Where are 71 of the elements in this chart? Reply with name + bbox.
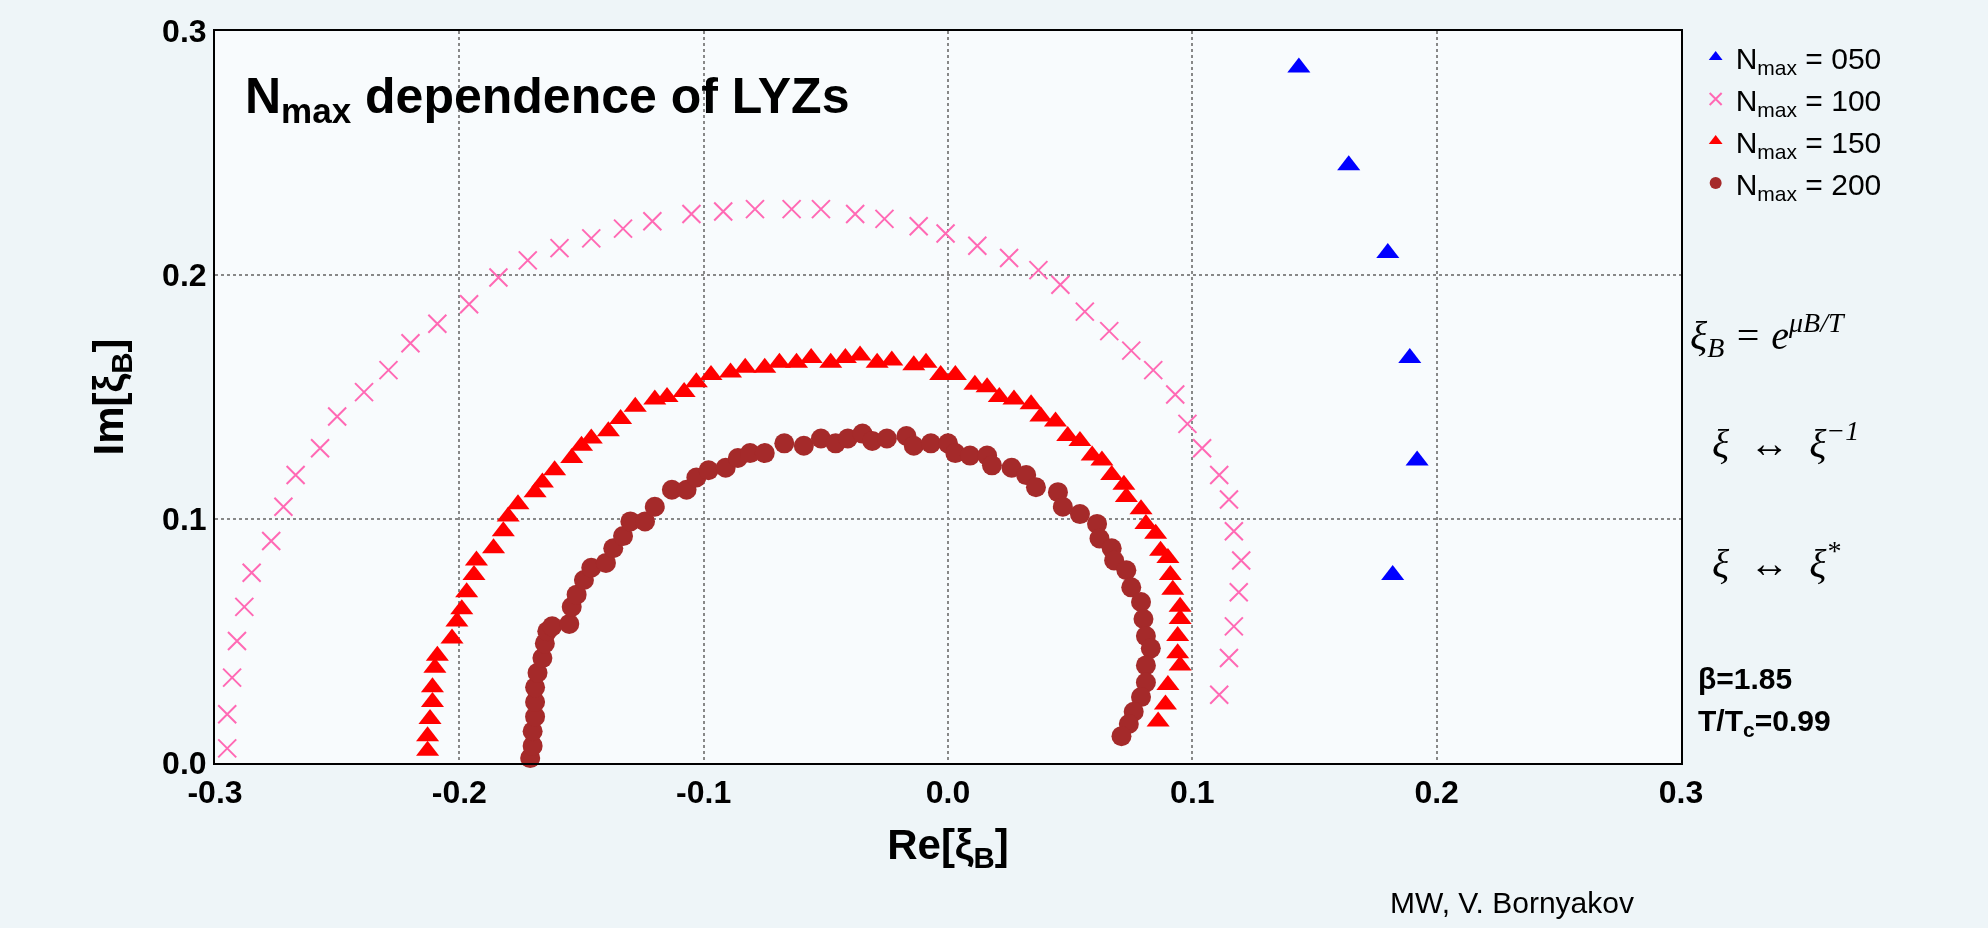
point bbox=[1209, 684, 1230, 705]
y-tick-label: 0.3 bbox=[162, 13, 207, 50]
point bbox=[1177, 413, 1198, 434]
point bbox=[1231, 550, 1252, 571]
point bbox=[1209, 465, 1230, 486]
x-tick-label: 0.1 bbox=[1170, 774, 1215, 811]
point bbox=[1223, 616, 1244, 637]
text: T/T$_{c}$=0.99 bbox=[1698, 704, 1831, 742]
legend-label: N$_{max}$ = 050 bbox=[1735, 41, 1882, 79]
text: β=1.85 bbox=[1698, 662, 1793, 695]
point bbox=[1050, 274, 1071, 295]
point bbox=[781, 199, 802, 220]
point bbox=[1099, 321, 1120, 342]
y-tick-label: 0.1 bbox=[162, 501, 207, 538]
point bbox=[459, 294, 480, 315]
point bbox=[261, 530, 282, 551]
point bbox=[327, 406, 348, 427]
y-tick-label: 0.2 bbox=[162, 257, 207, 294]
text: ξ ↔ ξ$^{−1}$ bbox=[1712, 415, 1860, 466]
point bbox=[241, 562, 262, 583]
legend-label: N$_{max}$ = 100 bbox=[1735, 83, 1882, 121]
point bbox=[810, 199, 831, 220]
point bbox=[713, 201, 734, 222]
point bbox=[1143, 360, 1164, 381]
text: MW, V. Bornyakov bbox=[1390, 886, 1634, 919]
point bbox=[427, 313, 448, 334]
point bbox=[400, 333, 421, 354]
point bbox=[285, 465, 306, 486]
point bbox=[935, 223, 956, 244]
point bbox=[874, 208, 895, 229]
point bbox=[310, 438, 331, 459]
point bbox=[217, 738, 238, 759]
point bbox=[234, 596, 255, 617]
point bbox=[999, 247, 1020, 268]
point bbox=[1121, 340, 1142, 361]
x-tick-label: -0.1 bbox=[676, 774, 732, 811]
text: ξ ↔ ξ$^{*}$ bbox=[1712, 535, 1841, 586]
point bbox=[378, 360, 399, 381]
x-tick-label: 0.0 bbox=[925, 774, 971, 811]
point bbox=[1074, 301, 1095, 322]
x-axis-title: Re[ξ$_{B}$] bbox=[887, 820, 1009, 874]
x-tick-label: 0.3 bbox=[1658, 774, 1704, 811]
legend-label: N$_{max}$ = 200 bbox=[1735, 167, 1882, 205]
point bbox=[642, 211, 663, 232]
point bbox=[1165, 384, 1186, 405]
x-tick-label: 0.2 bbox=[1414, 774, 1459, 811]
point bbox=[845, 204, 866, 224]
point bbox=[488, 267, 509, 288]
point bbox=[273, 496, 294, 517]
point bbox=[1218, 648, 1239, 669]
point bbox=[222, 667, 243, 688]
point bbox=[908, 216, 929, 237]
legend-label: N$_{max}$ = 150 bbox=[1735, 125, 1882, 163]
point bbox=[681, 204, 702, 224]
point bbox=[744, 199, 765, 220]
point bbox=[517, 250, 538, 271]
point bbox=[1028, 260, 1049, 281]
x-tick-label: -0.2 bbox=[431, 774, 487, 811]
point bbox=[1223, 521, 1244, 542]
point bbox=[967, 235, 988, 256]
point bbox=[581, 228, 602, 249]
point bbox=[1192, 438, 1213, 459]
text: N$_{max}$ dependence of LYZs bbox=[245, 67, 850, 130]
point bbox=[217, 704, 238, 725]
point bbox=[1228, 582, 1249, 603]
point bbox=[226, 631, 247, 651]
point bbox=[613, 218, 634, 239]
text: ξ$_{B}$ = e$^{μB/T}$ bbox=[1690, 307, 1846, 364]
point bbox=[354, 382, 375, 403]
point bbox=[1218, 489, 1239, 510]
point bbox=[549, 238, 570, 259]
